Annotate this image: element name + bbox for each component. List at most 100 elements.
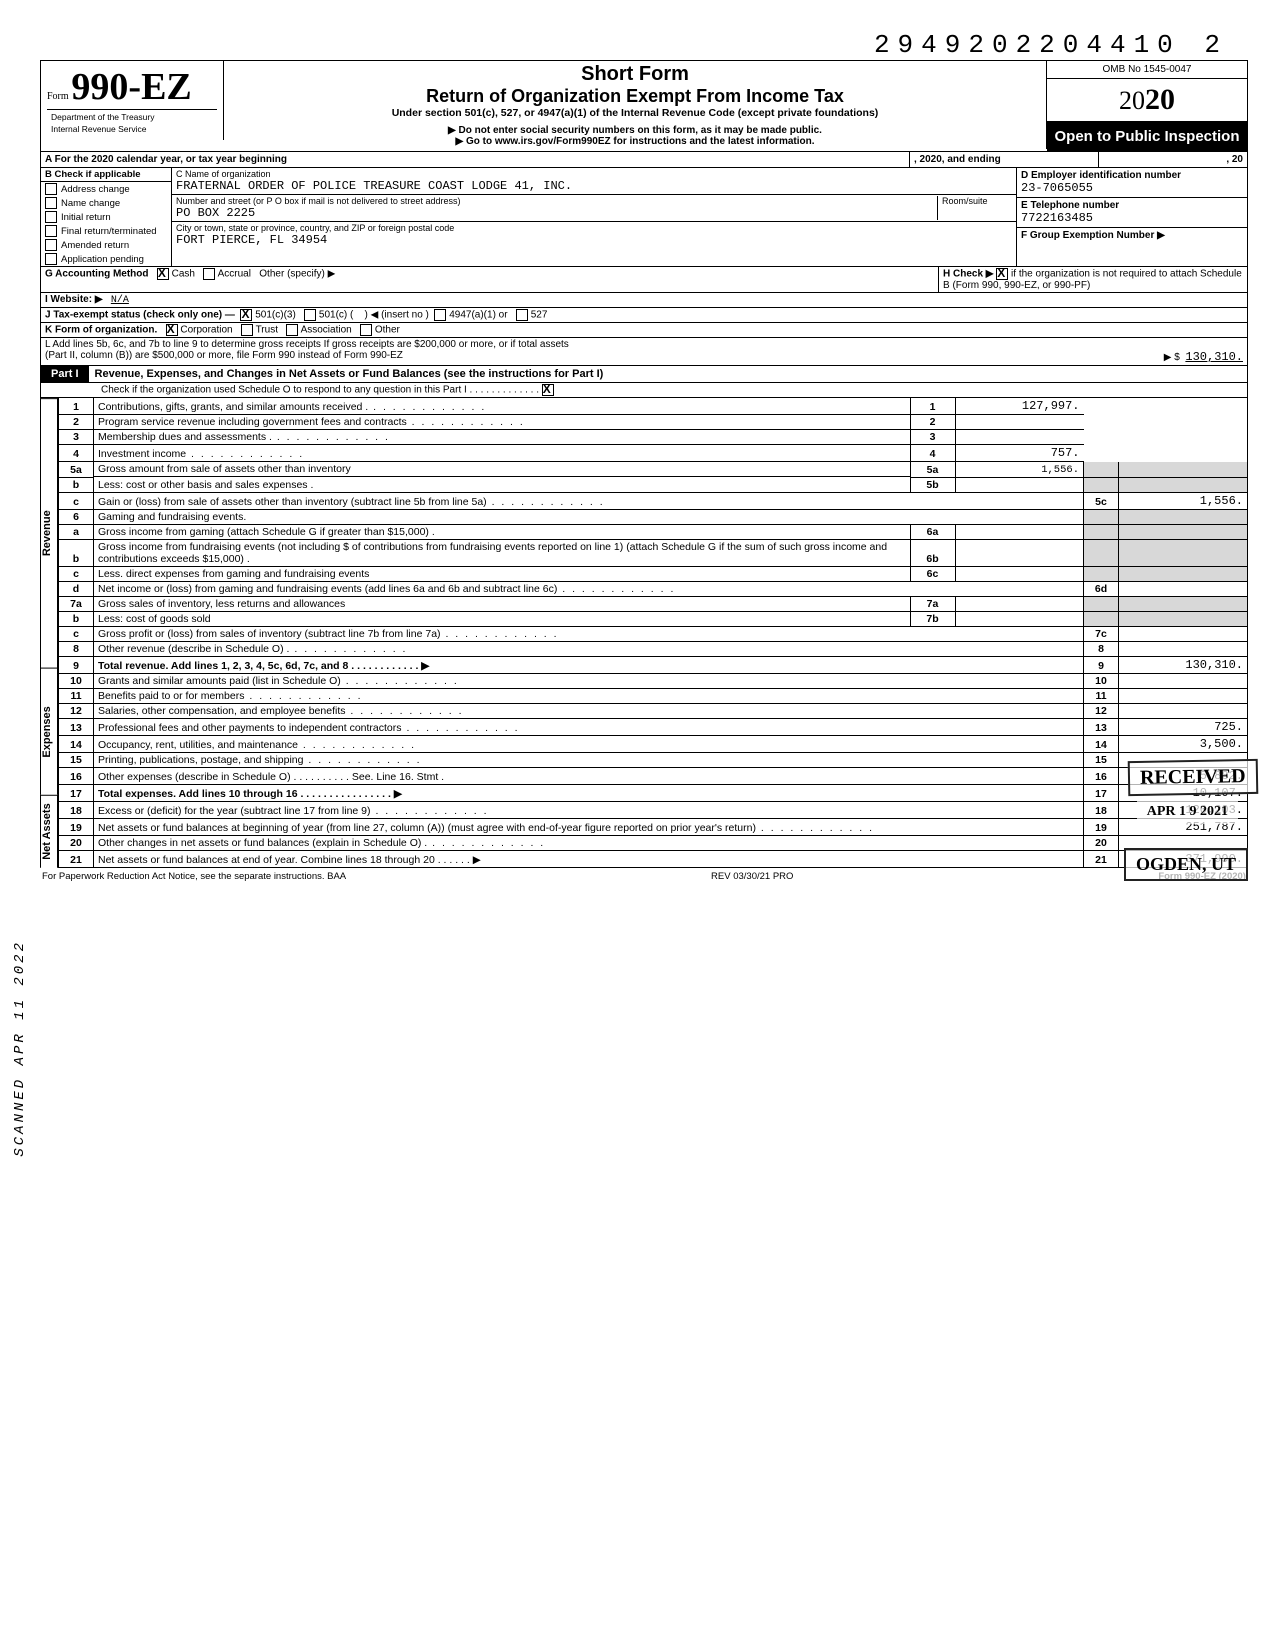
chk-amended[interactable] [45, 239, 57, 251]
chk-app-pending[interactable] [45, 253, 57, 265]
chk-assoc[interactable] [286, 324, 298, 336]
line-6: Gaming and fundraising events. [94, 509, 1084, 524]
chk-address-change[interactable] [45, 183, 57, 195]
note-ssn: ▶ Do not enter social security numbers o… [230, 125, 1040, 136]
line-7a: Gross sales of inventory, less returns a… [94, 596, 911, 611]
line-17: Total expenses. Add lines 10 through 16 [98, 788, 298, 800]
chk-final-return[interactable] [45, 225, 57, 237]
part1-check-text: Check if the organization used Schedule … [101, 385, 467, 396]
gross-receipts: 130,310. [1185, 350, 1243, 364]
line-2: Program service revenue including govern… [94, 415, 911, 430]
lines-table: 1Contributions, gifts, grants, and simil… [58, 398, 1248, 868]
label-h: H Check ▶ [943, 269, 993, 280]
stamp-ogden: OGDEN, UT [1124, 848, 1248, 881]
line-6c: Less. direct expenses from gaming and fu… [94, 566, 911, 581]
label-ein: D Employer identification number [1021, 170, 1181, 181]
chk-501c[interactable] [304, 309, 316, 321]
line-20: Other changes in net assets or fund bala… [94, 835, 1084, 850]
col-d-ids: D Employer identification number 23-7065… [1017, 168, 1247, 266]
stamp-scanned: SCANNED APR 11 2022 [12, 940, 28, 1157]
form-number: Form 990-EZ [47, 65, 217, 109]
line-a-mid: , 2020, and ending [914, 154, 1001, 165]
chk-501c3[interactable] [240, 309, 252, 321]
side-expenses: Expenses [40, 668, 58, 795]
chk-cash[interactable] [157, 268, 169, 280]
main-title: Return of Organization Exempt From Incom… [230, 86, 1040, 107]
line-7b: Less: cost of goods sold [94, 611, 911, 626]
chk-trust[interactable] [241, 324, 253, 336]
label-website: I Website: ▶ [45, 294, 103, 305]
line-7c: Gross profit or (loss) from sales of inv… [94, 626, 1084, 641]
label-room: Room/suite [938, 196, 1012, 220]
chk-other-org[interactable] [360, 324, 372, 336]
header: Form 990-EZ Department of the Treasury I… [40, 60, 1248, 152]
dept-irs: Internal Revenue Service [47, 124, 217, 136]
org-name: FRATERNAL ORDER OF POLICE TREASURE COAST… [176, 179, 572, 193]
ein: 23-7065055 [1021, 181, 1093, 195]
chk-schedule-o[interactable] [542, 384, 554, 396]
line-4: Investment income [94, 445, 911, 462]
stamp-received: RECEIVED [1128, 759, 1258, 796]
line-13: Professional fees and other payments to … [94, 718, 1084, 735]
chk-initial-return[interactable] [45, 211, 57, 223]
line-10: Grants and similar amounts paid (list in… [94, 673, 1084, 688]
label-phone: E Telephone number [1021, 200, 1119, 211]
subtitle: Under section 501(c), 527, or 4947(a)(1)… [230, 107, 1040, 119]
line-18: Excess or (deficit) for the year (subtra… [94, 801, 1084, 818]
note-url: ▶ Go to www.irs.gov/Form990EZ for instru… [230, 136, 1040, 147]
chk-schedule-b[interactable] [996, 268, 1008, 280]
dln-number: 2949202204410 2 [40, 30, 1228, 60]
col-b-checkboxes: B Check if applicable Address change Nam… [41, 168, 172, 266]
label-addr: Number and street (or P O box if mail is… [176, 196, 460, 206]
phone: 7722163485 [1021, 211, 1093, 225]
footer-mid: REV 03/30/21 PRO [711, 871, 793, 882]
label-city: City or town, state or province, country… [176, 223, 454, 233]
label-form-org: K Form of organization. [45, 325, 157, 336]
chk-name-change[interactable] [45, 197, 57, 209]
line-6b: Gross income from fundraising events (no… [94, 539, 911, 566]
short-form-title: Short Form [230, 63, 1040, 86]
line-a-begin: A For the 2020 calendar year, or tax yea… [45, 154, 287, 165]
line-6d: Net income or (loss) from gaming and fun… [94, 581, 1084, 596]
chk-corp[interactable] [166, 324, 178, 336]
col-c-org-info: C Name of organization FRATERNAL ORDER O… [172, 168, 1017, 266]
line-9: Total revenue. Add lines 1, 2, 3, 4, 5c,… [98, 660, 348, 672]
line-5a: Gross amount from sale of assets other t… [98, 463, 906, 475]
org-addr: PO BOX 2225 [176, 206, 255, 220]
line-16: Other expenses (describe in Schedule O) … [94, 767, 1084, 784]
line-8: Other revenue (describe in Schedule O) . [94, 641, 1084, 656]
chk-4947[interactable] [434, 309, 446, 321]
side-revenue: Revenue [40, 398, 58, 668]
open-public-badge: Open to Public Inspection [1047, 122, 1247, 151]
line-21: Net assets or fund balances at end of ye… [98, 854, 435, 866]
row-a: A For the 2020 calendar year, or tax yea… [40, 152, 1248, 168]
footer: For Paperwork Reduction Act Notice, see … [40, 868, 1248, 885]
line-14: Occupancy, rent, utilities, and maintena… [94, 735, 1084, 752]
line-l-2: (Part II, column (B)) are $500,000 or mo… [45, 350, 403, 361]
part-1-header: Part I Revenue, Expenses, and Changes in… [40, 366, 1248, 383]
line-12: Salaries, other compensation, and employ… [94, 703, 1084, 718]
line-1: Contributions, gifts, grants, and simila… [94, 398, 911, 415]
line-15: Printing, publications, postage, and shi… [94, 752, 1084, 767]
line-3: Membership dues and assessments . [94, 430, 911, 445]
side-net-assets: Net Assets [40, 795, 58, 868]
website: N/A [111, 295, 129, 306]
line-19: Net assets or fund balances at beginning… [94, 818, 1084, 835]
dept-treasury: Department of the Treasury [47, 109, 217, 124]
line-5c: Gain or (loss) from sale of assets other… [94, 492, 1084, 509]
label-tax-status: J Tax-exempt status (check only one) — [45, 310, 235, 321]
line-5b: Less: cost or other basis and sales expe… [94, 477, 911, 492]
footer-left: For Paperwork Reduction Act Notice, see … [42, 871, 346, 882]
omb-number: OMB No 1545-0047 [1047, 61, 1247, 79]
chk-accrual[interactable] [203, 268, 215, 280]
org-city: FORT PIERCE, FL 34954 [176, 233, 327, 247]
tax-year: 2020 [1047, 79, 1247, 122]
line-11: Benefits paid to or for members [94, 688, 1084, 703]
line-6a: Gross income from gaming (attach Schedul… [94, 524, 911, 539]
chk-527[interactable] [516, 309, 528, 321]
line-l-1: L Add lines 5b, 6c, and 7b to line 9 to … [45, 339, 569, 350]
label-org-name: C Name of organization [176, 169, 271, 179]
label-group-exempt: F Group Exemption Number ▶ [1021, 230, 1165, 241]
label-accounting: G Accounting Method [45, 269, 149, 280]
line-a-end: , 20 [1226, 154, 1243, 165]
